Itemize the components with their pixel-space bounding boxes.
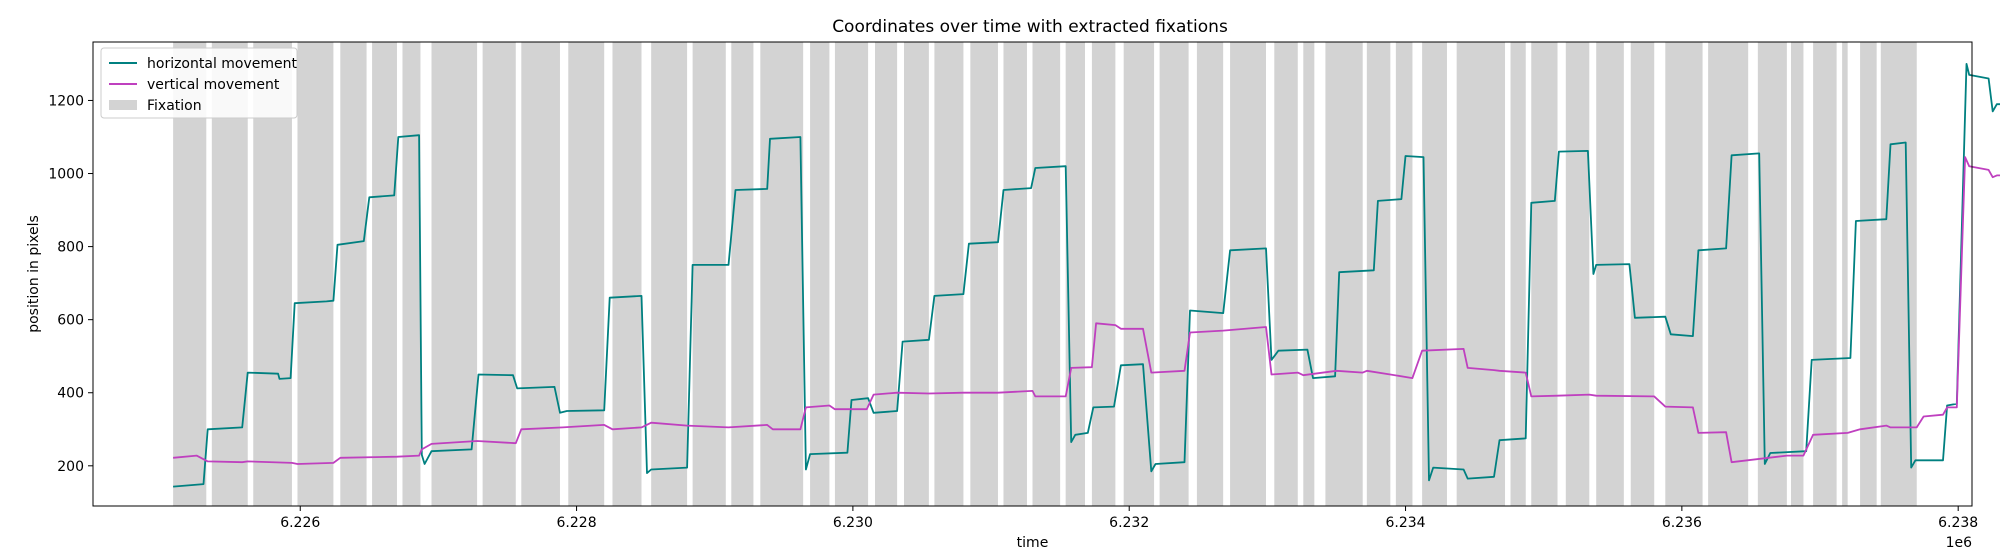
chart-title: Coordinates over time with extracted fix… [832, 17, 1228, 37]
fixation-band-37 [1510, 42, 1526, 506]
series-line-vertical-movement [173, 156, 2000, 465]
fixation-band-2 [253, 42, 292, 506]
fixation-band-46 [1813, 42, 1837, 506]
x-tick-label-1: 6.228 [557, 515, 597, 531]
fixation-band-14 [731, 42, 754, 506]
fixation-band-44 [1757, 42, 1787, 506]
y-axis-label: position in pixels [26, 215, 42, 333]
fixation-band-20 [934, 42, 964, 506]
legend: horizontal movement vertical movement Fixa… [100, 47, 298, 119]
fixation-band-6 [402, 42, 421, 506]
fixation-band-15 [760, 42, 804, 506]
fixation-band-38 [1531, 42, 1558, 506]
fixation-band-10 [568, 42, 605, 506]
fixation-band-18 [874, 42, 898, 506]
y-tick-label-3: 800 [57, 240, 84, 256]
fixation-band-36 [1456, 42, 1506, 506]
x-axis: 6.226 6.228 6.230 6.232 6.234 6.236 6.238 [280, 506, 1978, 531]
legend-label-fixation: Fixation [147, 98, 202, 114]
y-tick-label-0: 200 [57, 459, 84, 475]
x-tick-label-4: 6.234 [1385, 515, 1425, 531]
fixation-band-17 [834, 42, 869, 506]
fixation-band-41 [1630, 42, 1655, 506]
y-axis: 200 400 600 800 1000 1200 [48, 93, 93, 475]
fixation-band-19 [904, 42, 929, 506]
fixation-band-8 [482, 42, 516, 506]
y-tick-label-5: 1200 [48, 93, 84, 109]
fixation-band-0 [173, 42, 207, 506]
y-tick-label-1: 400 [57, 386, 84, 402]
series-layer [173, 63, 2000, 488]
legend-label-horizontal-movement: horizontal movement [147, 56, 298, 72]
fixation-band-12 [651, 42, 688, 506]
fixation-band-31 [1303, 42, 1315, 506]
fixation-band-26 [1123, 42, 1155, 506]
fixation-band-5 [372, 42, 397, 506]
x-tick-label-5: 6.236 [1662, 515, 1702, 531]
fixation-band-34 [1395, 42, 1413, 506]
fixation-band-4 [340, 42, 367, 506]
legend-swatch-fixation [109, 100, 137, 110]
fixation-band-21 [970, 42, 998, 506]
fixation-band-29 [1230, 42, 1266, 506]
fixation-band-16 [810, 42, 830, 506]
fixation-layer [173, 42, 1917, 506]
fixation-band-47 [1842, 42, 1848, 506]
fixation-band-32 [1325, 42, 1363, 506]
x-tick-label-0: 6.226 [280, 515, 320, 531]
fixation-band-30 [1274, 42, 1298, 506]
fixation-band-23 [1032, 42, 1061, 506]
y-tick-label-2: 600 [57, 313, 84, 329]
legend-box [100, 47, 298, 119]
x-axis-offset-label: 1e6 [1946, 535, 1973, 551]
fixation-band-11 [612, 42, 642, 506]
fixation-band-33 [1366, 42, 1391, 506]
plot-frame [92, 41, 1973, 507]
fixation-band-40 [1596, 42, 1624, 506]
legend-label-vertical-movement: vertical movement [147, 77, 280, 93]
fixation-band-27 [1159, 42, 1189, 506]
fixation-band-28 [1196, 42, 1224, 506]
fixation-band-13 [692, 42, 726, 506]
fixation-band-39 [1565, 42, 1590, 506]
x-tick-label-3: 6.232 [1109, 515, 1149, 531]
fixation-band-43 [1708, 42, 1749, 506]
series-line-horizontal-movement [173, 63, 2000, 488]
x-tick-label-6: 6.238 [1938, 515, 1978, 531]
fixation-band-7 [431, 42, 478, 506]
x-tick-label-2: 6.230 [833, 515, 873, 531]
fixation-band-3 [297, 42, 334, 506]
fixation-band-25 [1091, 42, 1116, 506]
y-tick-label-4: 1000 [48, 167, 84, 183]
fixation-band-22 [1003, 42, 1027, 506]
fixation-band-48 [1860, 42, 1877, 506]
fixation-band-45 [1791, 42, 1804, 506]
x-axis-label: time [1017, 535, 1049, 551]
fixation-band-9 [521, 42, 560, 506]
